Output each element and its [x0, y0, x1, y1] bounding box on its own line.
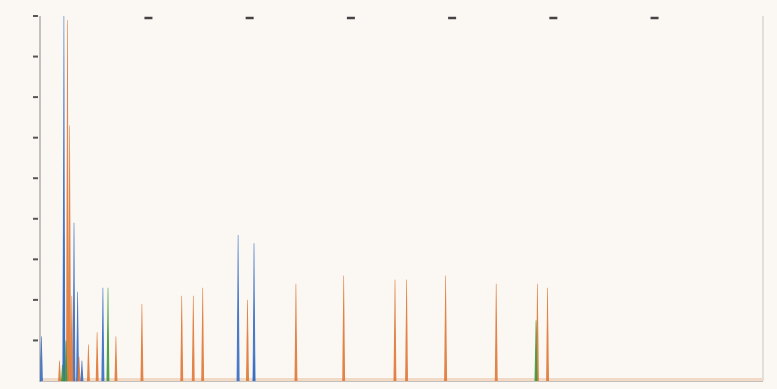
peak-mark — [60, 364, 64, 382]
peaks-layer — [39, 15, 550, 382]
peak-mark — [534, 320, 538, 382]
peak-mark — [72, 222, 76, 382]
peak-mark — [39, 336, 43, 382]
peak-mark — [201, 287, 205, 382]
peak-mark — [86, 344, 90, 382]
peak-mark — [80, 360, 84, 382]
peak-mark — [191, 295, 195, 382]
peak-mark — [393, 279, 397, 382]
peak-mark — [245, 299, 250, 382]
axes-layer — [33, 15, 764, 382]
peak-mark — [77, 356, 81, 382]
baseline-strip — [41, 378, 763, 381]
peak-mark — [342, 275, 346, 382]
peak-mark — [101, 287, 105, 382]
peak-mark — [180, 295, 184, 382]
peak-mark — [405, 279, 409, 382]
peak-mark — [95, 332, 99, 382]
peak-mark — [58, 360, 62, 382]
peak-mark — [444, 275, 448, 382]
peak-mark — [546, 287, 550, 382]
peak-mark — [70, 295, 74, 382]
peak-mark — [64, 340, 68, 382]
peak-mark — [114, 336, 118, 382]
peak-mark — [140, 303, 144, 382]
peak-mark — [252, 356, 256, 382]
peak-mark — [236, 234, 240, 382]
peak-mark — [494, 283, 498, 382]
peak-mark — [294, 283, 298, 382]
peak-mark — [65, 20, 69, 382]
peak-mark — [68, 125, 72, 382]
peak-mark — [106, 287, 110, 382]
